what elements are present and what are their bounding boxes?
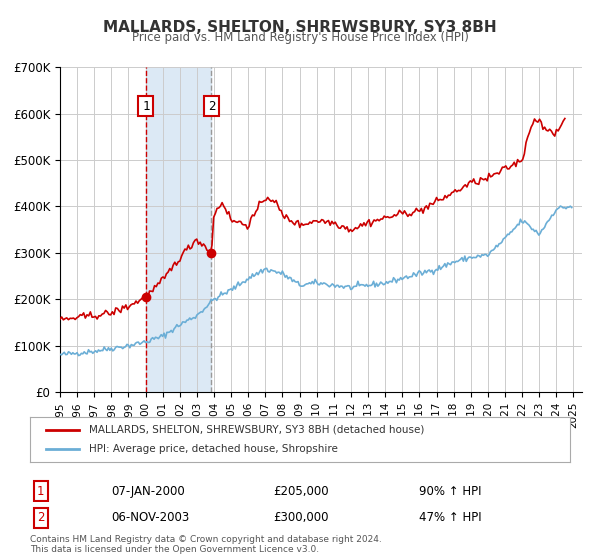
- Text: 1: 1: [37, 485, 44, 498]
- Text: 2: 2: [37, 511, 44, 524]
- Text: 06-NOV-2003: 06-NOV-2003: [111, 511, 189, 524]
- Text: £300,000: £300,000: [273, 511, 329, 524]
- Text: 2: 2: [208, 100, 215, 113]
- Text: Price paid vs. HM Land Registry's House Price Index (HPI): Price paid vs. HM Land Registry's House …: [131, 31, 469, 44]
- Text: 1: 1: [142, 100, 149, 113]
- Text: MALLARDS, SHELTON, SHREWSBURY, SY3 8BH (detached house): MALLARDS, SHELTON, SHREWSBURY, SY3 8BH (…: [89, 424, 425, 435]
- Text: Contains HM Land Registry data © Crown copyright and database right 2024.
This d: Contains HM Land Registry data © Crown c…: [30, 535, 382, 554]
- Text: 07-JAN-2000: 07-JAN-2000: [111, 485, 185, 498]
- Bar: [146, 67, 211, 392]
- Text: MALLARDS, SHELTON, SHREWSBURY, SY3 8BH: MALLARDS, SHELTON, SHREWSBURY, SY3 8BH: [103, 20, 497, 35]
- Text: 90% ↑ HPI: 90% ↑ HPI: [419, 485, 481, 498]
- Text: £205,000: £205,000: [273, 485, 329, 498]
- Text: HPI: Average price, detached house, Shropshire: HPI: Average price, detached house, Shro…: [89, 445, 338, 455]
- Text: 47% ↑ HPI: 47% ↑ HPI: [419, 511, 481, 524]
